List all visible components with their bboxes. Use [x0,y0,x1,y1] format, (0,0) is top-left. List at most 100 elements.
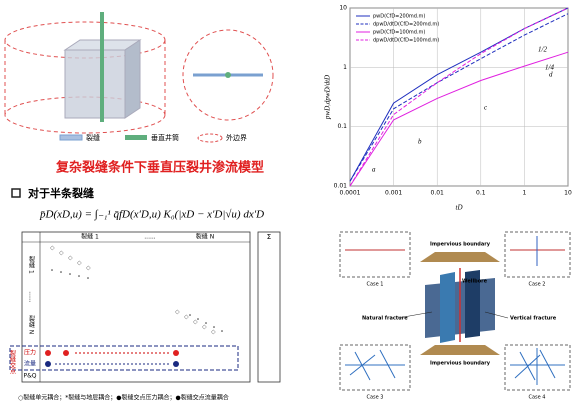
element-dot [205,322,207,324]
legend-label: dpwD/dtD(CfD=200md.m) [373,22,439,28]
slide-title: 复杂裂缝条件下垂直压裂井渗流模型 [55,160,264,176]
y-tick-label: 0.01 [334,183,348,190]
plan-boundary [182,29,274,121]
legend-swatch [59,134,83,141]
fracture-plane [440,272,455,343]
annotation: 1/2 [538,46,547,54]
formula: p̄D(xD,u) = ∫₋₁¹ q̄fD(x′D,u) K₀(|xD − x′… [39,209,264,221]
case-box [504,344,571,391]
legend-label: pwD(CfD=100md.m) [373,30,425,36]
rhs-frame [257,231,281,383]
x-tick-label: 1 [522,190,526,197]
x-tick-label: 0.001 [385,190,402,197]
element-dot [51,269,53,271]
case-label: Case 1 [366,282,383,288]
series-line [349,51,569,187]
pointer [397,311,433,319]
pointer [484,311,509,319]
pressure-dot [45,350,51,356]
annotation: c [484,104,488,112]
case-box [504,231,571,278]
boundary-plate [420,345,500,355]
x-tick-label: 10 [564,190,572,197]
coupling-row: 压力 [24,349,36,357]
y-tick-label: 0.1 [337,123,347,130]
row-header: 裂缝 1 [28,255,35,274]
annotation: a [372,166,376,174]
matrix-legend: ○裂缝单元耦合；*裂缝与地层耦合；●裂缝交点压力耦合；●裂缝交点流量耦合 [18,394,229,402]
col-header: Σ [267,233,271,241]
coupling-row: P&Q [23,373,36,380]
y-tick-label: 1 [343,64,347,71]
matrix-frame [21,231,251,383]
plan-well [225,72,231,78]
legend-label: 垂直井筒 [151,133,179,142]
element-symbol: ◇ [77,260,82,267]
box-side [124,39,141,119]
coupling-box [9,345,239,371]
case-label: Case 4 [528,395,545,401]
legend-label: pwD(CfD=200md.m) [373,14,425,20]
coupling-row: 流量 [24,360,36,368]
annotation: b [418,138,422,146]
legend-swatch [125,135,147,140]
case-box [339,344,411,391]
case-fracture [345,349,405,381]
section-heading: 对于半条裂缝 [28,186,94,200]
boundary-label: Impervious boundary [430,361,491,367]
side-label: 裂缝交点 [9,349,16,375]
case-label: Case 3 [366,395,383,401]
element-symbol: ◇ [193,319,198,326]
legend-label: 裂缝 [86,133,100,142]
vertical-label: Vertical fracture [510,316,557,322]
flow-dot [45,361,51,367]
element-dot [221,330,223,332]
element-dot [197,318,199,320]
pressure-dot [173,350,179,356]
boundary-plate [420,252,500,262]
natural-label: Natural fracture [362,316,408,322]
fracture-diagram: 裂缝 垂直井筒 外边界 [4,12,274,143]
fracture-plane [465,270,480,338]
row-header: 裂缝 N [28,315,35,334]
element-symbol: ◇ [211,329,216,336]
element-dot [69,273,71,275]
row-header: ...... [28,291,35,303]
wellbore-label: Wellbore [462,279,488,285]
element-symbol: ◇ [68,255,73,262]
case-fracture [510,348,565,385]
case-box [339,231,411,278]
series-line [349,7,569,187]
x-tick-label: 0.1 [476,190,486,197]
element-symbol: ◇ [202,324,207,331]
y-axis-label: pwD,dpwD/dtD [324,75,332,120]
legend-swatch [197,133,223,143]
element-dot [213,326,215,328]
boundary-label: Impervious boundary [430,242,491,248]
element-symbol: ◇ [86,265,91,272]
x-tick-label: 0.0001 [340,190,361,197]
matrix: 裂缝 1 ...... 裂缝 N Σ 裂缝 1 ...... 裂缝 N 裂缝交点… [9,231,281,383]
annotation: d [549,71,553,79]
element-symbol: ◇ [175,309,180,316]
chart: tD pwD,dpwD/dtD 0.0001 0.001 0.01 0.1 1 10 0.0… [324,5,572,212]
plot-frame [349,7,569,187]
pressure-dot [63,350,69,356]
y-tick-label: 10 [339,5,347,12]
box-front [64,49,126,119]
col-header: ...... [144,234,156,241]
legend-label: dpwD/dtD(CfD=100md.m) [373,38,439,44]
x-tick-label: 0.01 [431,190,445,197]
case-label: Case 2 [528,282,545,288]
element-dot [60,271,62,273]
element-symbol: ◇ [184,314,189,321]
element-symbol: ◇ [59,250,64,257]
col-header: 裂缝 N [196,233,214,241]
x-axis-label: tD [456,204,463,212]
element-dot [78,275,80,277]
col-header: 裂缝 1 [81,233,99,241]
element-symbol: ◇ [50,245,55,252]
annotation: 1/4 [545,64,554,72]
